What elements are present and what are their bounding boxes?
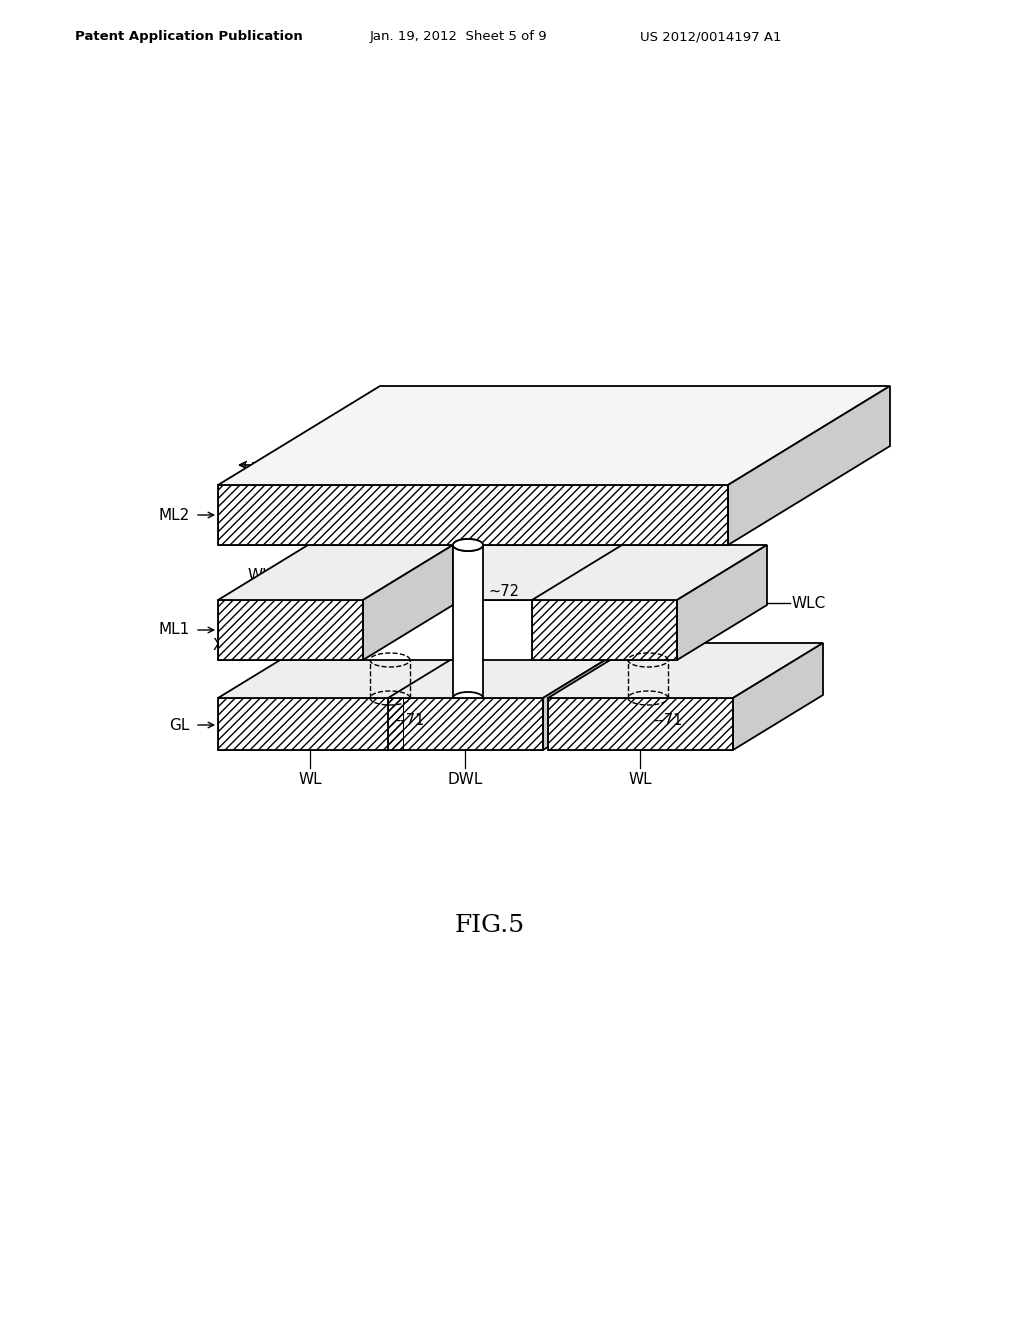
Polygon shape	[362, 545, 633, 601]
Polygon shape	[218, 601, 362, 660]
Polygon shape	[362, 545, 453, 660]
Polygon shape	[728, 385, 890, 545]
Text: WL: WL	[298, 772, 322, 787]
Polygon shape	[403, 643, 493, 750]
Ellipse shape	[453, 539, 483, 550]
Polygon shape	[532, 601, 677, 660]
Text: ML2: ML2	[159, 507, 190, 523]
Polygon shape	[733, 643, 823, 750]
Text: LDWL: LDWL	[243, 462, 287, 477]
Polygon shape	[388, 698, 543, 750]
Text: Y: Y	[502, 436, 512, 453]
Polygon shape	[218, 545, 453, 601]
Text: --71: --71	[653, 713, 682, 729]
Text: DWL: DWL	[447, 772, 482, 787]
Polygon shape	[218, 484, 728, 545]
Polygon shape	[218, 698, 403, 750]
Text: WLC: WLC	[792, 595, 826, 610]
Polygon shape	[453, 545, 483, 698]
Text: WL: WL	[628, 772, 652, 787]
Text: FIG.5: FIG.5	[455, 913, 525, 936]
Text: Patent Application Publication: Patent Application Publication	[75, 30, 303, 44]
Text: --71: --71	[395, 713, 424, 729]
Text: GL: GL	[170, 718, 190, 733]
Polygon shape	[677, 545, 767, 660]
Text: ML1: ML1	[159, 623, 190, 638]
Polygon shape	[543, 545, 633, 660]
Text: US 2012/0014197 A1: US 2012/0014197 A1	[640, 30, 781, 44]
Text: WLC: WLC	[248, 568, 283, 583]
Polygon shape	[548, 643, 823, 698]
Polygon shape	[548, 698, 733, 750]
Text: Jan. 19, 2012  Sheet 5 of 9: Jan. 19, 2012 Sheet 5 of 9	[370, 30, 548, 44]
Polygon shape	[532, 545, 767, 601]
Polygon shape	[218, 643, 493, 698]
Polygon shape	[218, 385, 890, 484]
Polygon shape	[362, 601, 543, 660]
Polygon shape	[388, 643, 633, 698]
Text: X: X	[213, 638, 223, 652]
Text: ~72: ~72	[488, 585, 519, 599]
Polygon shape	[543, 643, 633, 750]
